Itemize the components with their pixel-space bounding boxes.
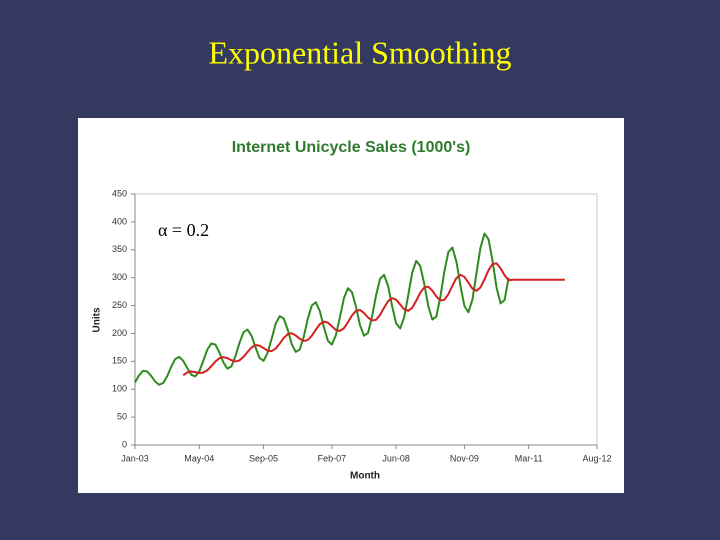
x-axis-label: Month (350, 471, 380, 482)
x-tick-label: Aug-12 (582, 453, 611, 463)
y-tick-label: 400 (112, 216, 127, 226)
annotation: α = 0.2 (158, 220, 209, 240)
x-tick-label: Jun-08 (382, 453, 410, 463)
series-line (134, 232, 510, 386)
x-tick-label: May-04 (184, 453, 214, 463)
chart-panel (78, 118, 624, 493)
x-tick-label: Mar-11 (515, 453, 543, 463)
y-tick-label: 200 (112, 328, 127, 338)
slide-title: Exponential Smoothing (208, 34, 511, 70)
x-tick-label: Nov-09 (450, 453, 479, 463)
x-tick-label: Jan-03 (121, 453, 149, 463)
chart-title: Internet Unicycle Sales (1000's) (232, 139, 471, 156)
x-tick-label: Sep-05 (249, 453, 278, 463)
x-tick-label: Feb-07 (318, 453, 347, 463)
y-tick-label: 450 (112, 188, 127, 198)
y-tick-label: 300 (112, 272, 127, 282)
y-axis-label: Units (92, 307, 103, 332)
y-tick-label: 350 (112, 244, 127, 254)
y-tick-label: 150 (112, 356, 127, 366)
y-tick-label: 50 (117, 411, 127, 421)
y-tick-label: 0 (122, 439, 127, 449)
y-tick-label: 250 (112, 300, 127, 310)
series-line (182, 262, 565, 377)
y-tick-label: 100 (112, 384, 127, 394)
